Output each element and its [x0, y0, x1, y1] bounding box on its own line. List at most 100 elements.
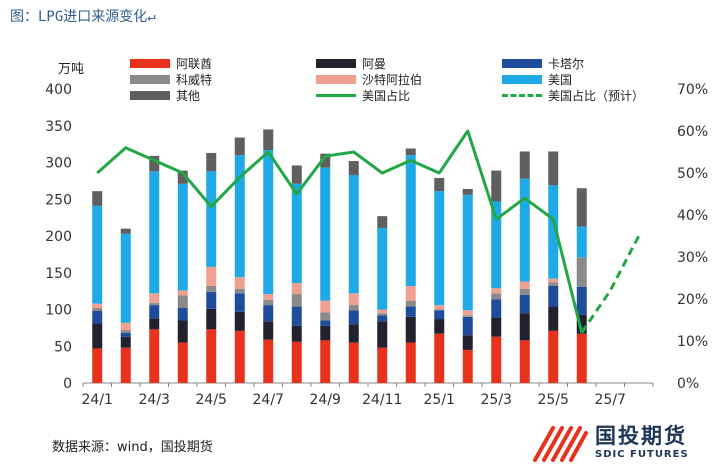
bar-segment: [149, 329, 160, 383]
legend: 阿联酋 阿曼 卡塔尔 科威特 沙特阿拉伯 美国 其他 美国占比: [0, 0, 714, 110]
x-tick-label: 24/11: [362, 392, 402, 408]
bar-segment: [320, 340, 331, 383]
legend-swatch-usa: [502, 74, 542, 84]
bar-segment: [320, 153, 331, 168]
y-right-tick-label: 40%: [677, 208, 708, 224]
legend-item-qatar: 卡塔尔: [502, 56, 584, 71]
bar-segment: [576, 188, 587, 227]
y-right-tick-label: 10%: [677, 334, 708, 350]
x-tick-label: 24/3: [139, 392, 170, 408]
x-tick-label: 24/9: [310, 392, 341, 408]
legend-swatch-uae: [130, 58, 170, 68]
bar-segment: [234, 155, 245, 278]
bar-segment: [120, 336, 131, 348]
bar-segment: [263, 321, 274, 340]
bar-segment: [120, 233, 131, 323]
legend-item-usa: 美国: [502, 72, 573, 87]
bar-segment: [263, 129, 274, 151]
legend-line-us-share: [316, 93, 356, 97]
bar-segment: [462, 315, 473, 317]
legend-swatch-saudi: [316, 74, 356, 84]
bar-segment: [434, 319, 445, 334]
bar-segment: [348, 305, 359, 311]
y-left-tick-label: 300: [45, 156, 72, 172]
bar-segment: [462, 316, 473, 336]
brand-stripes-icon: [533, 426, 588, 462]
bar-segment: [291, 283, 302, 295]
y-right-tick-label: 20%: [677, 292, 708, 308]
y-right-tick-label: 70%: [677, 82, 708, 98]
legend-label-usa: 美国: [548, 72, 573, 87]
legend-item-uae: 阿联酋: [130, 56, 212, 71]
bar-segment: [519, 340, 530, 383]
y-left-tick-label: 200: [45, 229, 72, 245]
y-left-tick-label: 400: [45, 82, 72, 98]
legend-label-kuwait: 科威特: [176, 72, 213, 87]
bar-segment: [548, 278, 559, 283]
bar-segment: [234, 330, 245, 383]
bar-segment: [320, 320, 331, 326]
bar-segment: [348, 293, 359, 306]
bar-segment: [149, 293, 160, 303]
bar-segment: [405, 300, 416, 307]
bar-segment: [206, 308, 217, 330]
x-tick-label: 24/5: [196, 392, 227, 408]
bar-segment: [462, 188, 473, 195]
bar-segment: [491, 317, 502, 337]
y-left-tick-label: 50: [54, 339, 72, 355]
bar-segment: [377, 227, 388, 310]
bar-segment: [320, 325, 331, 341]
bar-segment: [434, 333, 445, 383]
bar-segment: [405, 342, 416, 383]
bar-segment: [206, 171, 217, 267]
bar-segment: [149, 318, 160, 330]
bar-segment: [491, 201, 502, 289]
legend-item-us-share-forecast: 美国占比（预计）: [502, 88, 644, 103]
legend-item-us-share: 美国占比: [316, 88, 410, 103]
bar-segment: [548, 306, 559, 331]
bar-segment: [462, 310, 473, 316]
y-left-tick-label: 150: [45, 266, 72, 282]
y-left-tick-label: 0: [63, 376, 72, 392]
bar-segment: [92, 303, 103, 309]
bar-segment: [519, 178, 530, 282]
bar-segment: [491, 299, 502, 318]
y-left-tick-label: 250: [45, 192, 72, 208]
x-tick-label: 25/5: [538, 392, 569, 408]
bar-segment: [576, 286, 587, 315]
bar-segment: [291, 325, 302, 342]
x-tick-label: 25/7: [595, 392, 626, 408]
bar-segment: [291, 306, 302, 326]
bar-segment: [491, 288, 502, 294]
bar-segment: [491, 336, 502, 383]
bar-segment: [120, 347, 131, 383]
bar-segment: [576, 314, 587, 334]
bar-segment: [320, 300, 331, 313]
bar-segment: [405, 148, 416, 156]
x-tick-label: 25/1: [424, 392, 455, 408]
legend-item-other: 其他: [130, 88, 200, 103]
bar-segment: [377, 309, 388, 314]
bar-segment: [206, 291, 217, 309]
bar-segment: [377, 313, 388, 316]
bar-segment: [177, 320, 188, 343]
bar-segment: [405, 285, 416, 301]
bar-segment: [234, 277, 245, 289]
bar-segment: [519, 151, 530, 179]
bar-segment: [206, 152, 217, 172]
bar-segment: [434, 177, 445, 192]
bar-segment: [405, 316, 416, 343]
bar-segment: [263, 294, 274, 300]
us-share-forecast-line: [580, 235, 641, 334]
bar-segment: [491, 170, 502, 202]
bar-segment: [462, 194, 473, 311]
bar-segment: [234, 311, 245, 331]
bar-segment: [177, 183, 188, 291]
bar-segment: [348, 324, 359, 343]
x-tick-label: 24/1: [82, 392, 113, 408]
figure-title: 图：LPG进口来源变化↵: [10, 9, 156, 25]
bar-segment: [348, 174, 359, 294]
bar-segment: [548, 151, 559, 186]
